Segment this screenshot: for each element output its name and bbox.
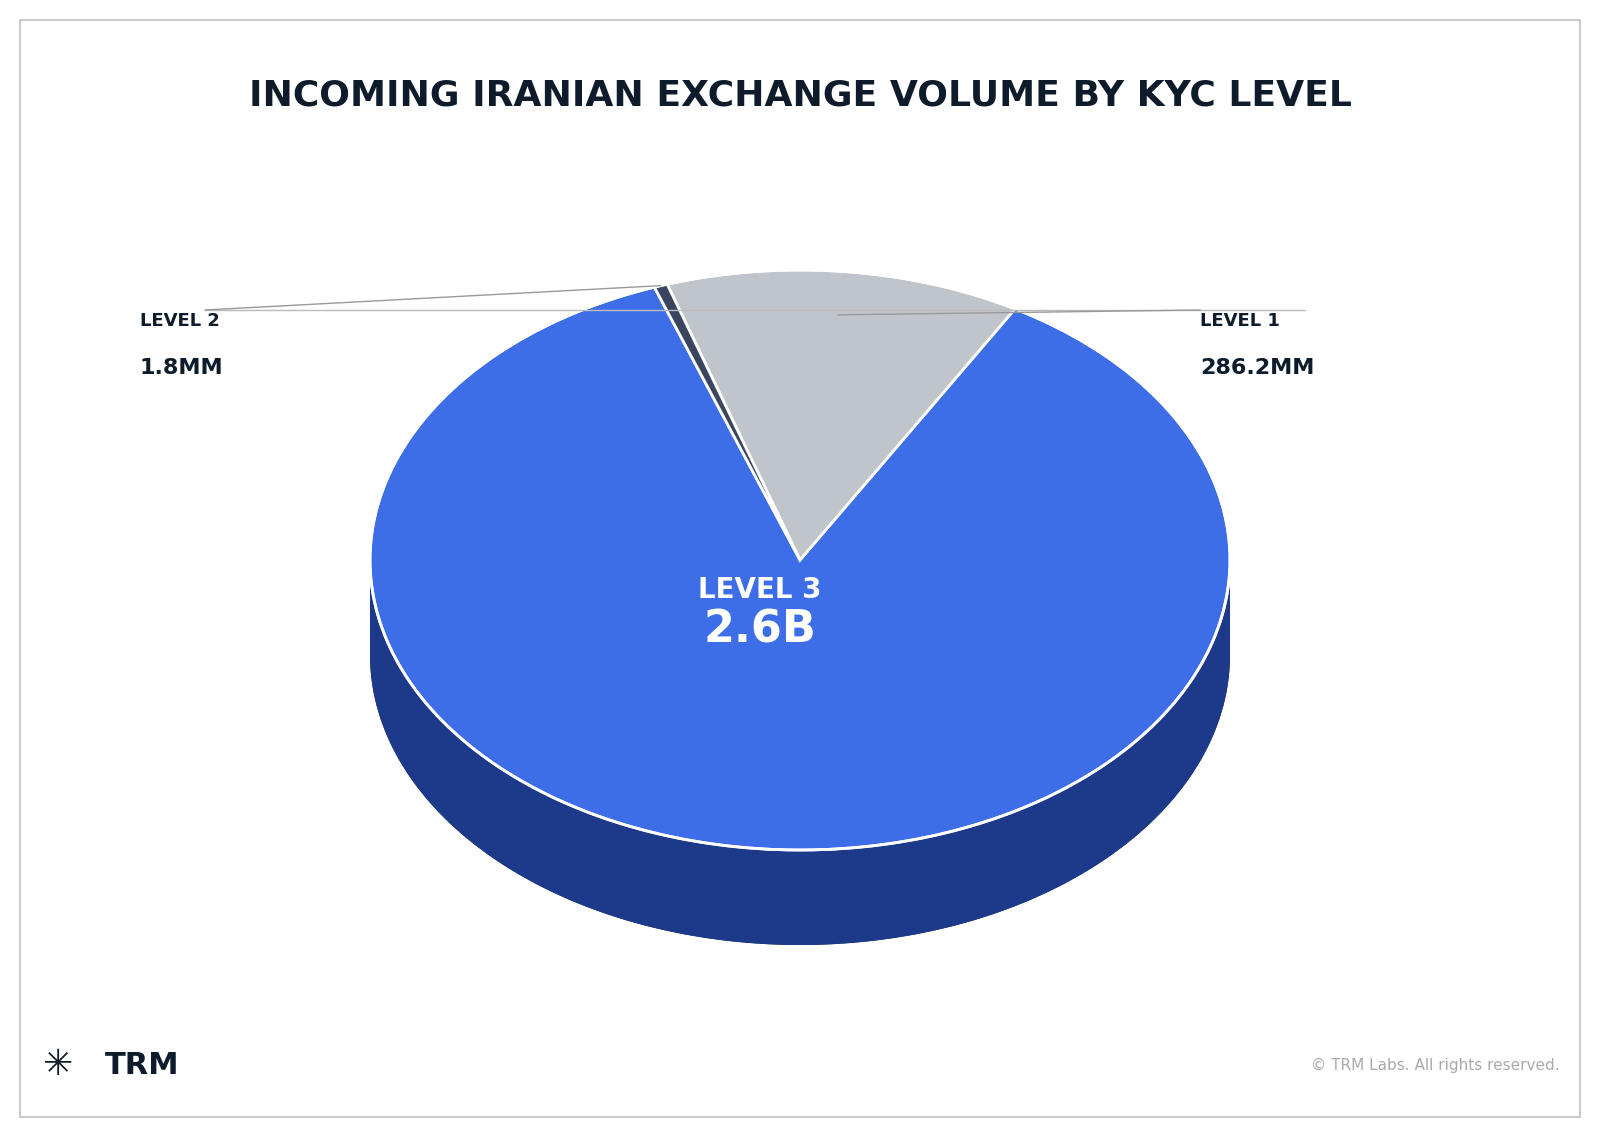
Text: LEVEL 2: LEVEL 2 <box>141 312 219 330</box>
Polygon shape <box>654 284 800 561</box>
Text: LEVEL 1: LEVEL 1 <box>1200 312 1280 330</box>
Text: 1.8MM: 1.8MM <box>141 358 224 377</box>
Text: © TRM Labs. All rights reserved.: © TRM Labs. All rights reserved. <box>1312 1057 1560 1072</box>
Text: INCOMING IRANIAN EXCHANGE VOLUME BY KYC LEVEL: INCOMING IRANIAN EXCHANGE VOLUME BY KYC … <box>248 78 1352 113</box>
Polygon shape <box>370 288 1230 850</box>
Text: TRM: TRM <box>106 1051 179 1079</box>
Text: 2.6B: 2.6B <box>704 608 816 652</box>
Polygon shape <box>370 561 1230 945</box>
Polygon shape <box>667 269 1014 561</box>
Text: ✳: ✳ <box>43 1048 74 1082</box>
Ellipse shape <box>370 365 1230 945</box>
Text: 286.2MM: 286.2MM <box>1200 358 1314 377</box>
Text: LEVEL 3: LEVEL 3 <box>698 576 822 604</box>
